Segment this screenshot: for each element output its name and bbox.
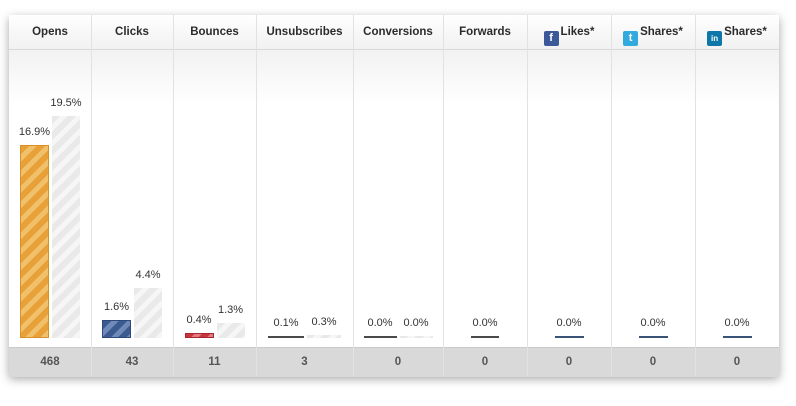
total-unsubscribes: 3 xyxy=(301,356,308,368)
bar-facebook-likes-current xyxy=(554,336,584,338)
bar-conversions-current-label: 0.0% xyxy=(367,317,393,329)
column-header-forwards: Forwards xyxy=(443,15,527,49)
column-divider xyxy=(527,15,528,376)
bar-twitter-shares-current-label: 0.0% xyxy=(640,317,666,329)
column-header-label: Opens xyxy=(32,26,68,38)
bar-opens-comparison xyxy=(52,115,80,338)
column-header-label: Shares* xyxy=(640,26,683,38)
total-linkedin-shares: 0 xyxy=(733,356,741,368)
column-header-conversions: Conversions xyxy=(353,15,443,49)
total-clicks: 43 xyxy=(125,356,139,368)
column-divider xyxy=(443,15,444,376)
bar-opens-current-label: 16.9% xyxy=(18,126,51,139)
column-header-opens: Opens xyxy=(9,15,91,49)
column-header-bounces: Bounces xyxy=(173,15,256,49)
linkedin-icon: in xyxy=(707,31,723,46)
bar-bounces-comparison xyxy=(216,323,245,338)
column-header-label: Forwards xyxy=(459,26,511,38)
column-header-unsubscribes: Unsubscribes xyxy=(256,15,353,49)
bar-conversions-current xyxy=(363,336,397,338)
bar-conversions-comparison xyxy=(399,336,433,338)
column-divider xyxy=(611,15,612,376)
total-conversions: 0 xyxy=(394,356,402,368)
total-twitter-shares: 0 xyxy=(649,356,657,368)
bar-bounces-comparison-label: 1.3% xyxy=(217,304,244,317)
campaign-stats-card: Opens Clicks Bounces Unsubscribes Conver… xyxy=(9,15,779,377)
column-header-linkedin-shares: inShares* xyxy=(695,15,779,49)
total-forwards: 0 xyxy=(481,356,489,368)
column-header-label: Unsubscribes xyxy=(266,26,343,38)
column-header-label: Shares* xyxy=(724,26,767,38)
bar-bounces-current-label: 0.4% xyxy=(186,314,212,327)
column-header-label: Clicks xyxy=(115,26,149,38)
column-divider xyxy=(695,15,696,376)
bar-facebook-likes-current-label: 0.0% xyxy=(556,317,582,329)
column-header-label: Conversions xyxy=(363,26,433,38)
twitter-icon: t xyxy=(623,31,639,46)
totals-row: 468 43 11 3 0 0 0 0 0 xyxy=(9,347,779,377)
bar-linkedin-shares-current xyxy=(722,336,752,338)
column-divider xyxy=(173,15,174,376)
bar-unsubscribes-current xyxy=(268,336,304,338)
bar-unsubscribes-current-label: 0.1% xyxy=(273,317,299,329)
bar-clicks-current xyxy=(102,319,131,338)
bar-clicks-comparison xyxy=(134,287,162,338)
bar-unsubscribes-comparison xyxy=(307,334,341,338)
facebook-icon: f xyxy=(543,31,559,46)
total-bounces: 11 xyxy=(208,356,221,368)
column-divider xyxy=(91,15,92,376)
bar-chart-area: 16.9% 19.5% 1.6% 4.4% 0.4% 1.3% 0.1% 0.3% 0.0% 0.… xyxy=(9,50,779,347)
column-header-facebook-likes: f Likes* xyxy=(527,15,611,49)
bar-forwards-current-label: 0.0% xyxy=(472,317,498,329)
bar-opens-current xyxy=(20,145,49,338)
column-header-clicks: Clicks xyxy=(91,15,173,49)
column-header-label: Likes* xyxy=(560,26,595,38)
total-facebook-likes: 0 xyxy=(565,356,573,368)
column-header-twitter-shares: t Shares* xyxy=(611,15,695,49)
total-opens: 468 xyxy=(40,356,60,368)
bar-unsubscribes-comparison-label: 0.3% xyxy=(311,315,337,328)
bar-twitter-shares-current xyxy=(638,336,668,338)
column-divider xyxy=(353,15,354,376)
bar-conversions-comparison-label: 0.0% xyxy=(403,317,429,329)
bar-clicks-current-label: 1.6% xyxy=(103,300,130,313)
bar-forwards-current xyxy=(471,336,499,338)
column-header-label: Bounces xyxy=(190,26,239,38)
bar-clicks-comparison-label: 4.4% xyxy=(135,268,161,281)
bar-linkedin-shares-current-label: 0.0% xyxy=(724,317,750,329)
column-header-row: Opens Clicks Bounces Unsubscribes Conver… xyxy=(9,15,779,50)
bar-bounces-current xyxy=(184,333,214,338)
column-divider xyxy=(256,15,257,376)
bar-opens-comparison-label: 19.5% xyxy=(50,96,82,109)
